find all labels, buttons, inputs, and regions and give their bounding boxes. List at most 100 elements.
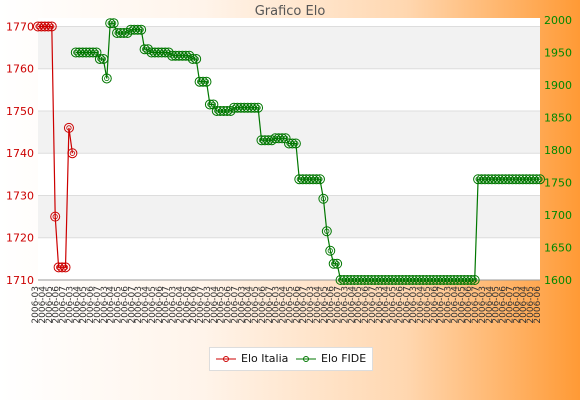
fide-point-inner (166, 49, 172, 56)
y-left-tick-label: 1740 (6, 147, 34, 160)
fide-point (105, 18, 116, 29)
x-tick-label: 2006-05 (389, 286, 399, 324)
x-tick-label: 2006-04 (450, 286, 460, 324)
fide-point-inner (97, 56, 103, 62)
x-tick-label: 2006-03 (203, 286, 213, 324)
fide-point (225, 105, 236, 116)
fide-point (198, 76, 209, 87)
fide-point (332, 258, 343, 269)
fide-point-inner (190, 56, 196, 62)
legend-label-fide: Elo FIDE (321, 352, 367, 365)
fide-point (328, 258, 339, 269)
fide-point-inner (90, 49, 96, 56)
fide-point (143, 44, 154, 55)
x-tick-label: 2006-06 (120, 286, 130, 324)
y-left-tick-label: 1720 (6, 232, 34, 245)
fide-point-inner (183, 53, 189, 59)
italia-point-inner (69, 150, 75, 156)
x-tick-label: 2006-04 (382, 286, 392, 324)
fide-point (466, 275, 477, 285)
x-tick-label: 2006-04 (279, 286, 289, 324)
legend-entry-fide: Elo FIDE (296, 352, 366, 365)
x-tick-label: 2006-06 (224, 286, 234, 324)
fide-point (325, 245, 336, 256)
fide-point-inner (145, 46, 151, 52)
x-tick-label: 2006-05 (182, 286, 192, 324)
x-tick-label: 2006-04 (347, 286, 357, 324)
y-right-tick-label: 2000 (544, 14, 572, 27)
x-tick-label: 2006-06 (533, 286, 543, 324)
x-tick-label: 2006-06 (258, 286, 268, 324)
x-tick-label: 2006-05 (457, 286, 467, 324)
y-left-tick-label: 1750 (6, 105, 34, 118)
fide-point-inner (324, 228, 330, 234)
fide-line (75, 22, 540, 281)
fide-point-inner (141, 46, 148, 52)
x-tick-label: 2006-06 (499, 286, 509, 324)
fide-point (314, 174, 325, 185)
fide-point (531, 174, 542, 185)
italia-point (43, 21, 54, 32)
fide-point (280, 133, 291, 144)
x-tick-label: 2006-03 (272, 286, 282, 324)
x-tick-label: 2006-05 (251, 286, 261, 324)
x-tick-label: 2006-03 (478, 286, 488, 324)
fide-point (184, 50, 195, 61)
x-tick-label: 2006-07 (368, 286, 378, 324)
italia-point-inner (45, 23, 51, 30)
x-tick-label: 2006-05 (45, 286, 55, 324)
x-tick-label: 2006-03 (409, 286, 419, 324)
fide-point (321, 226, 332, 237)
x-tick-label: 2006-07 (93, 286, 103, 324)
fide-point (136, 24, 147, 35)
fide-point (122, 27, 133, 38)
x-tick-label: 2006-03 (375, 286, 385, 324)
fide-point-inner (107, 20, 113, 26)
fide-point-inner (111, 20, 117, 26)
x-tick-label: 2006-03 (444, 286, 454, 324)
x-tick-label: 2006-03 (306, 286, 316, 324)
x-tick-label: 2006-04 (175, 286, 185, 324)
italia-point-inner (49, 23, 55, 30)
x-tick-label: 2006-04 (313, 286, 323, 324)
x-tick-label: 2006-03 (134, 286, 144, 324)
italia-point (50, 211, 61, 222)
fide-point (277, 133, 288, 144)
x-tick-label: 2006-06 (155, 286, 165, 324)
fide-point-inner (162, 49, 168, 56)
italia-point (63, 122, 74, 133)
fide-point-inner (203, 79, 210, 85)
chart-title: Grafico Elo (254, 4, 326, 19)
fide-point (187, 53, 198, 64)
fide-point-inner (289, 140, 296, 147)
fide-point (91, 47, 102, 58)
fide-point (191, 53, 202, 64)
x-tick-label: 2006-06 (292, 286, 302, 324)
fide-point (118, 27, 129, 38)
fide-point-inner (320, 196, 326, 202)
x-tick-label: 2006-07 (402, 286, 412, 324)
italia-point (60, 262, 71, 273)
italia-point-inner (52, 214, 58, 220)
x-tick-label: 2006-06 (327, 286, 337, 324)
fide-point-inner (327, 248, 333, 254)
x-tick-label: 2006-05 (285, 286, 295, 324)
x-tick-label: 2006-05 (148, 286, 158, 324)
fide-point (469, 275, 480, 285)
x-tick-label: 2006-04 (38, 286, 48, 324)
x-tick-label: 2006-04 (519, 286, 529, 324)
x-tick-label: 2006-03 (237, 286, 247, 324)
fide-point-inner (135, 27, 141, 33)
x-tick-label: 2006-03 (512, 286, 522, 324)
legend-swatch-italia (216, 355, 236, 362)
fide-point (163, 47, 174, 58)
y-right-tick-label: 1650 (544, 241, 572, 254)
fide-point-inner (537, 176, 543, 182)
x-tick-label: 2006-05 (354, 286, 364, 324)
fide-point (253, 102, 264, 113)
x-tick-label: 2006-07 (334, 286, 344, 324)
x-tick-label: 2006-07 (299, 286, 309, 324)
x-tick-label: 2006-04 (210, 286, 220, 324)
legend-entry-italia: Elo Italia (216, 352, 288, 365)
fide-point (88, 47, 99, 58)
